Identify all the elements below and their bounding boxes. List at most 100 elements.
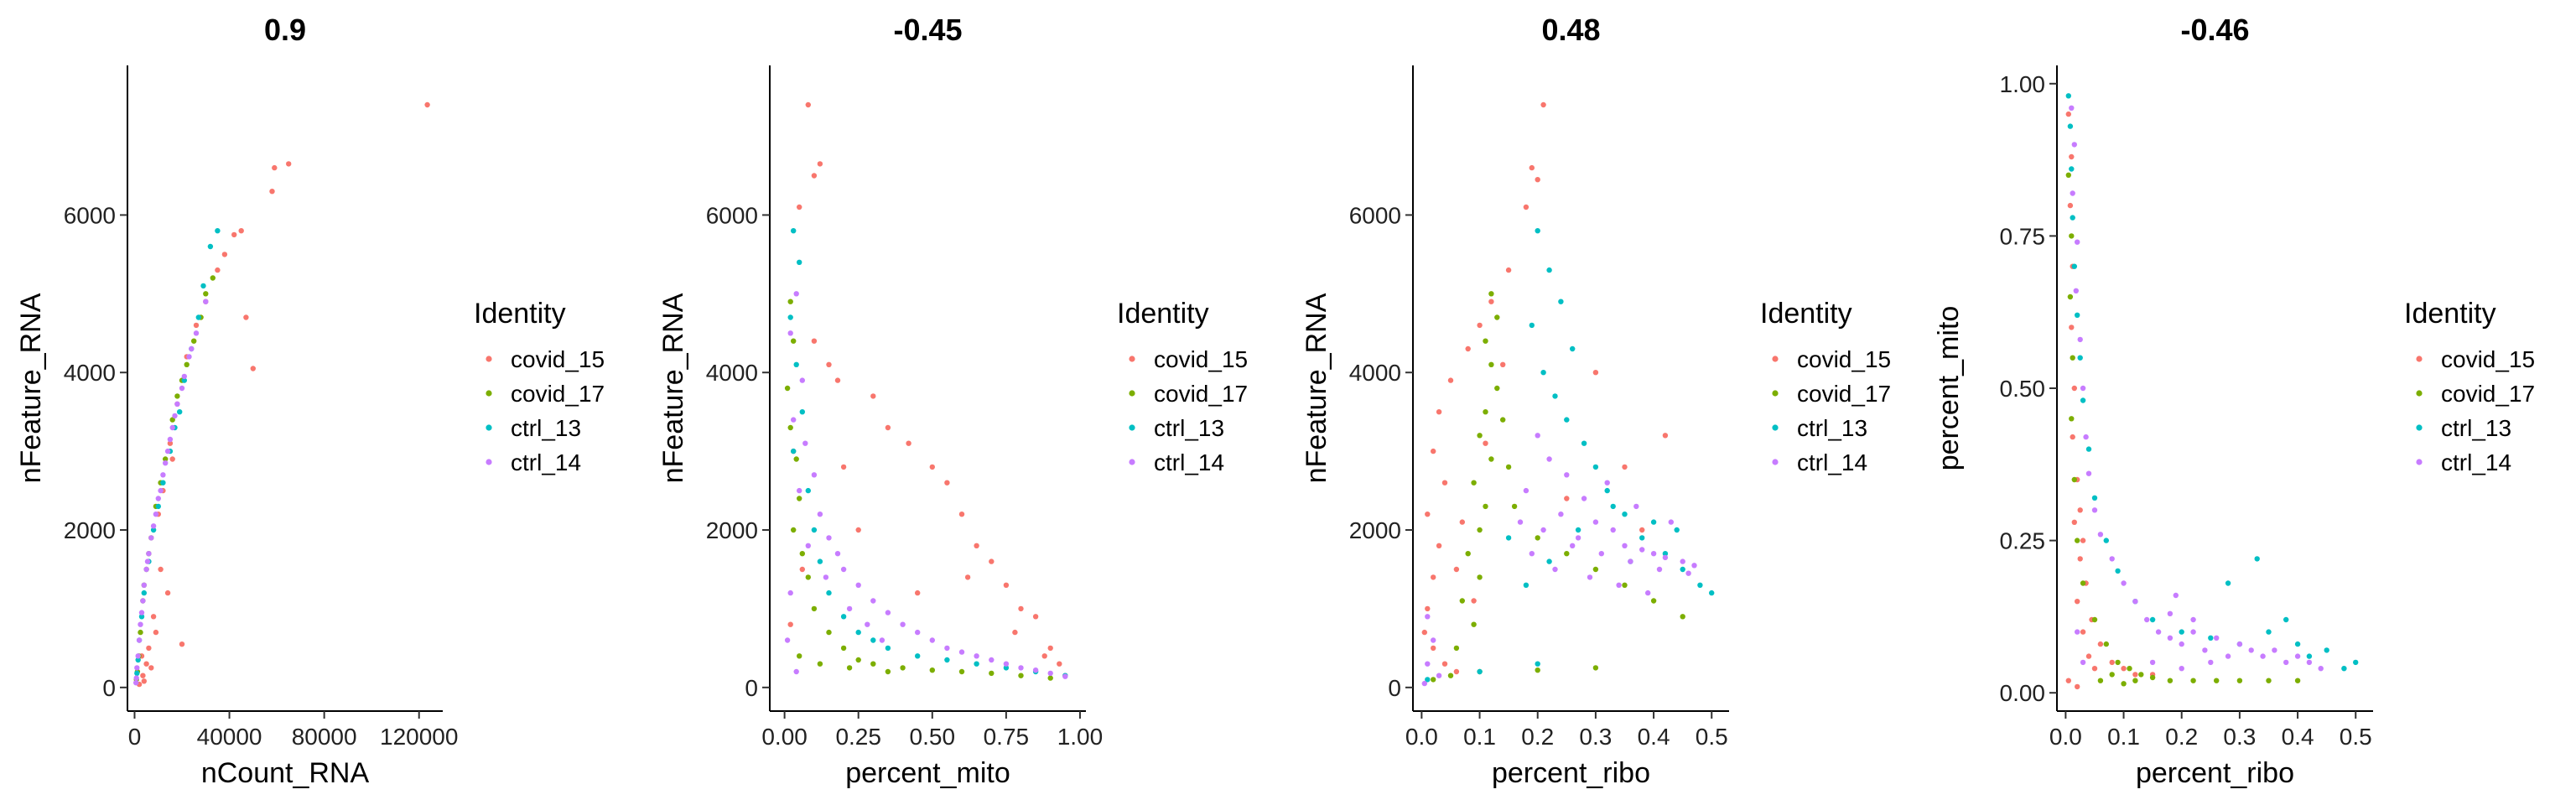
point-covid_15 [964,574,971,580]
point-ctrl_14 [174,401,180,407]
legend: Identity covid_15 covid_17 ctrl_13 ctrl_14 [474,298,605,475]
legend-label: ctrl_14 [1797,449,1867,475]
legend-key-ctrl_13 [486,424,492,431]
point-ctrl_13 [2283,616,2289,623]
panel-3: 0.48 0.0 0.1 0.2 0.3 0.4 0.5 0 2000 4000 6000 perce… [1301,13,1891,789]
chart-title: 0.9 [264,13,306,47]
point-ctrl_13 [181,377,187,383]
point-covid_17 [2294,678,2301,683]
point-covid_15 [1431,574,1436,580]
point-covid_15 [193,322,200,329]
point-covid_15 [1540,101,1546,108]
point-ctrl_14 [870,598,876,604]
y-tick-label: 0.50 [2000,376,2046,402]
point-covid_17 [797,496,802,501]
point-ctrl_14 [160,472,166,478]
y-tick-label: 4000 [1349,360,1401,386]
point-covid_15 [797,204,802,210]
point-ctrl_14 [2236,641,2243,647]
point-covid_17 [2069,416,2075,422]
point-covid_15 [1662,433,1669,439]
point-covid_15 [915,589,921,596]
point-ctrl_13 [177,409,183,415]
chart-title: 0.48 [1541,13,1600,47]
point-covid_15 [799,566,805,573]
point-ctrl_13 [791,448,797,454]
legend-key-covid_17 [486,390,492,397]
x-tick-label: 0.75 [984,724,1030,750]
point-ctrl_14 [1575,535,1581,541]
point-ctrl_13 [2266,629,2272,635]
point-ctrl_13 [1425,677,1431,683]
legend-key-ctrl_14 [1772,459,1779,465]
point-covid_15 [1436,543,1442,548]
point-covid_15 [1639,527,1645,533]
point-ctrl_14 [144,558,151,564]
legend-label: covid_15 [2441,346,2535,372]
point-covid_17 [929,667,936,673]
point-covid_15 [424,101,430,108]
point-covid_15 [840,464,847,470]
point-covid_17 [787,424,793,431]
x-tick-label: 0.0 [1405,724,1438,750]
x-tick-label: 0.50 [910,724,956,750]
point-covid_17 [2190,678,2196,683]
x-tick-label: 0.2 [2165,724,2198,750]
point-ctrl_14 [834,551,841,557]
point-covid_17 [793,456,799,462]
legend-label: ctrl_13 [1797,415,1867,441]
point-covid_17 [1488,456,1494,462]
point-covid_15 [1425,512,1431,517]
point-ctrl_13 [1570,345,1576,352]
point-ctrl_14 [148,535,154,541]
point-ctrl_13 [885,645,891,652]
y-axis-label: nFeature_RNA [15,293,47,483]
x-tick-label: 0.4 [2282,724,2314,750]
point-ctrl_14 [2248,647,2254,653]
point-covid_17 [855,657,861,663]
point-covid_15 [1436,409,1442,415]
point-covid_15 [2080,538,2086,543]
point-ctrl_13 [1558,299,1564,304]
point-covid_17 [2121,681,2127,687]
point-covid_15 [1483,440,1488,446]
point-ctrl_13 [215,228,221,234]
point-covid_17 [1592,566,1599,573]
point-covid_15 [221,252,228,257]
point-covid_17 [826,629,832,636]
point-ctrl_13 [793,361,799,367]
point-ctrl_14 [793,291,799,297]
point-ctrl_14 [1645,589,1651,596]
point-covid_17 [2115,659,2121,666]
point-covid_15 [238,228,244,234]
x-tick-label: 120000 [380,724,458,750]
point-ctrl_14 [2167,635,2174,641]
point-covid_17 [2109,672,2115,678]
point-ctrl_14 [958,649,965,655]
point-ctrl_14 [2075,239,2080,245]
point-covid_15 [2065,111,2071,117]
point-ctrl_13 [1622,512,1628,517]
point-covid_15 [2075,683,2080,690]
point-covid_15 [1471,598,1477,604]
legend-label: covid_17 [2441,381,2535,407]
data-points [2065,93,2359,690]
point-covid_17 [799,551,805,557]
point-covid_17 [1465,551,1471,557]
point-covid_17 [2091,616,2098,623]
point-covid_15 [805,101,811,108]
point-covid_15 [1447,377,1454,383]
point-ctrl_14 [1047,670,1053,677]
point-covid_15 [826,361,832,367]
point-ctrl_14 [2272,647,2277,653]
point-ctrl_14 [150,523,157,529]
point-ctrl_14 [791,417,797,423]
point-ctrl_14 [1546,456,1552,462]
point-ctrl_14 [1610,527,1616,533]
point-ctrl_14 [1425,661,1431,667]
point-covid_17 [958,668,965,675]
legend-label: ctrl_14 [511,449,581,475]
point-ctrl_14 [865,621,870,627]
point-covid_15 [2077,507,2083,513]
